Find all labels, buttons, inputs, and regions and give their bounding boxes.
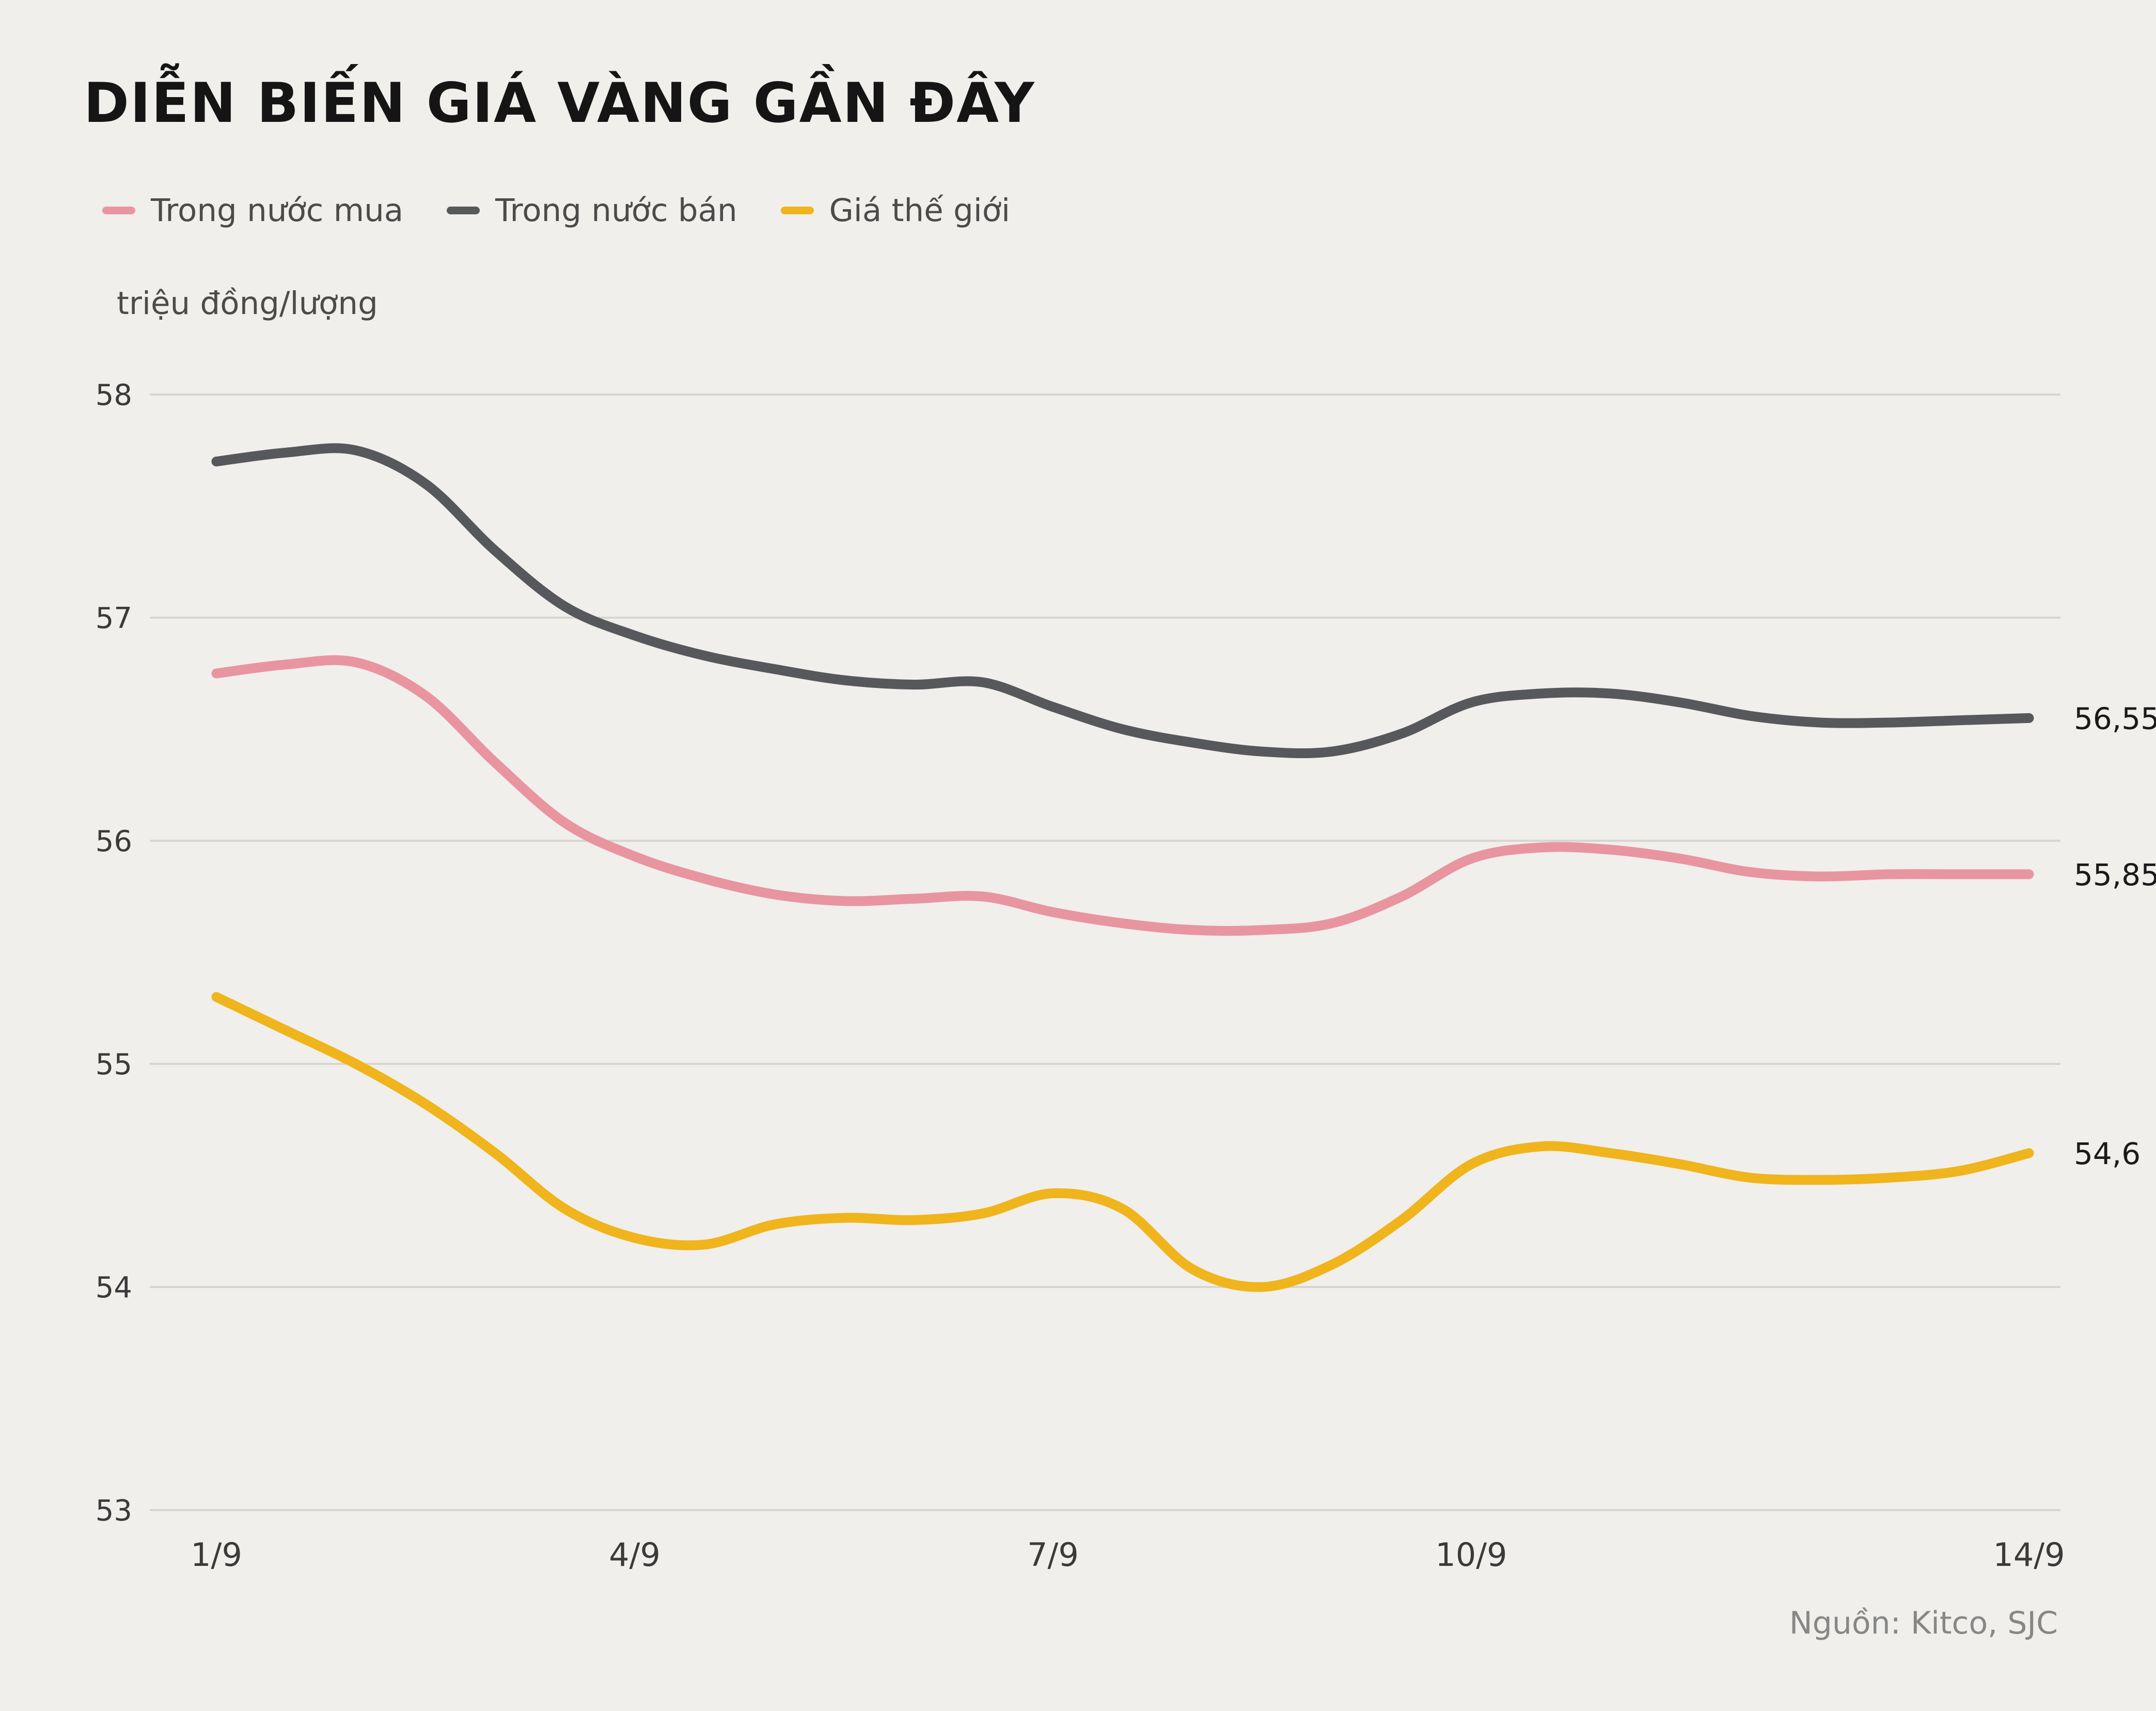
y-tick-label: 55 [96, 1048, 132, 1081]
legend-swatch-domestic-sell [447, 207, 480, 214]
series-end-label: 54,6 [2074, 1136, 2141, 1171]
series-line-giá-thế-giới [211, 992, 2034, 1292]
source-credit: Nguồn: Kitco, SJC [1789, 1605, 2058, 1641]
legend-label: Giá thế giới [829, 192, 1011, 229]
chart-title: DIỄN BIẾN GIÁ VÀNG GẦN ĐÂY [84, 71, 1035, 135]
x-tick-label: 1/9 [191, 1536, 242, 1574]
x-tick-label: 10/9 [1435, 1536, 1507, 1574]
series-line-trong-nước-mua [211, 655, 2034, 936]
legend-item-domestic-sell: Trong nước bán [447, 192, 737, 229]
legend-label: Trong nước bán [495, 192, 737, 229]
series-line-trong-nước-bán [211, 443, 2034, 759]
legend-item-domestic-buy: Trong nước mua [102, 192, 403, 229]
y-tick-label: 57 [96, 602, 132, 635]
legend-swatch-world-price [780, 207, 814, 214]
y-tick-label: 56 [96, 825, 132, 858]
x-tick-label: 7/9 [1027, 1536, 1079, 1574]
y-axis-unit-label: triệu đồng/lượng [117, 285, 378, 322]
legend-item-world-price: Giá thế giới [780, 192, 1011, 229]
series-end-label: 55,85 [2074, 857, 2156, 892]
series-end-label: 56,55 [2074, 701, 2156, 736]
y-tick-label: 58 [96, 379, 132, 412]
x-tick-label: 4/9 [609, 1536, 660, 1574]
chart-legend: Trong nước mua Trong nước bán Giá thế gi… [102, 192, 1010, 229]
legend-label: Trong nước mua [151, 192, 404, 229]
x-tick-label: 14/9 [1993, 1536, 2065, 1574]
y-tick-label: 53 [96, 1494, 132, 1528]
legend-swatch-domestic-buy [102, 207, 135, 214]
y-tick-label: 54 [96, 1271, 132, 1305]
